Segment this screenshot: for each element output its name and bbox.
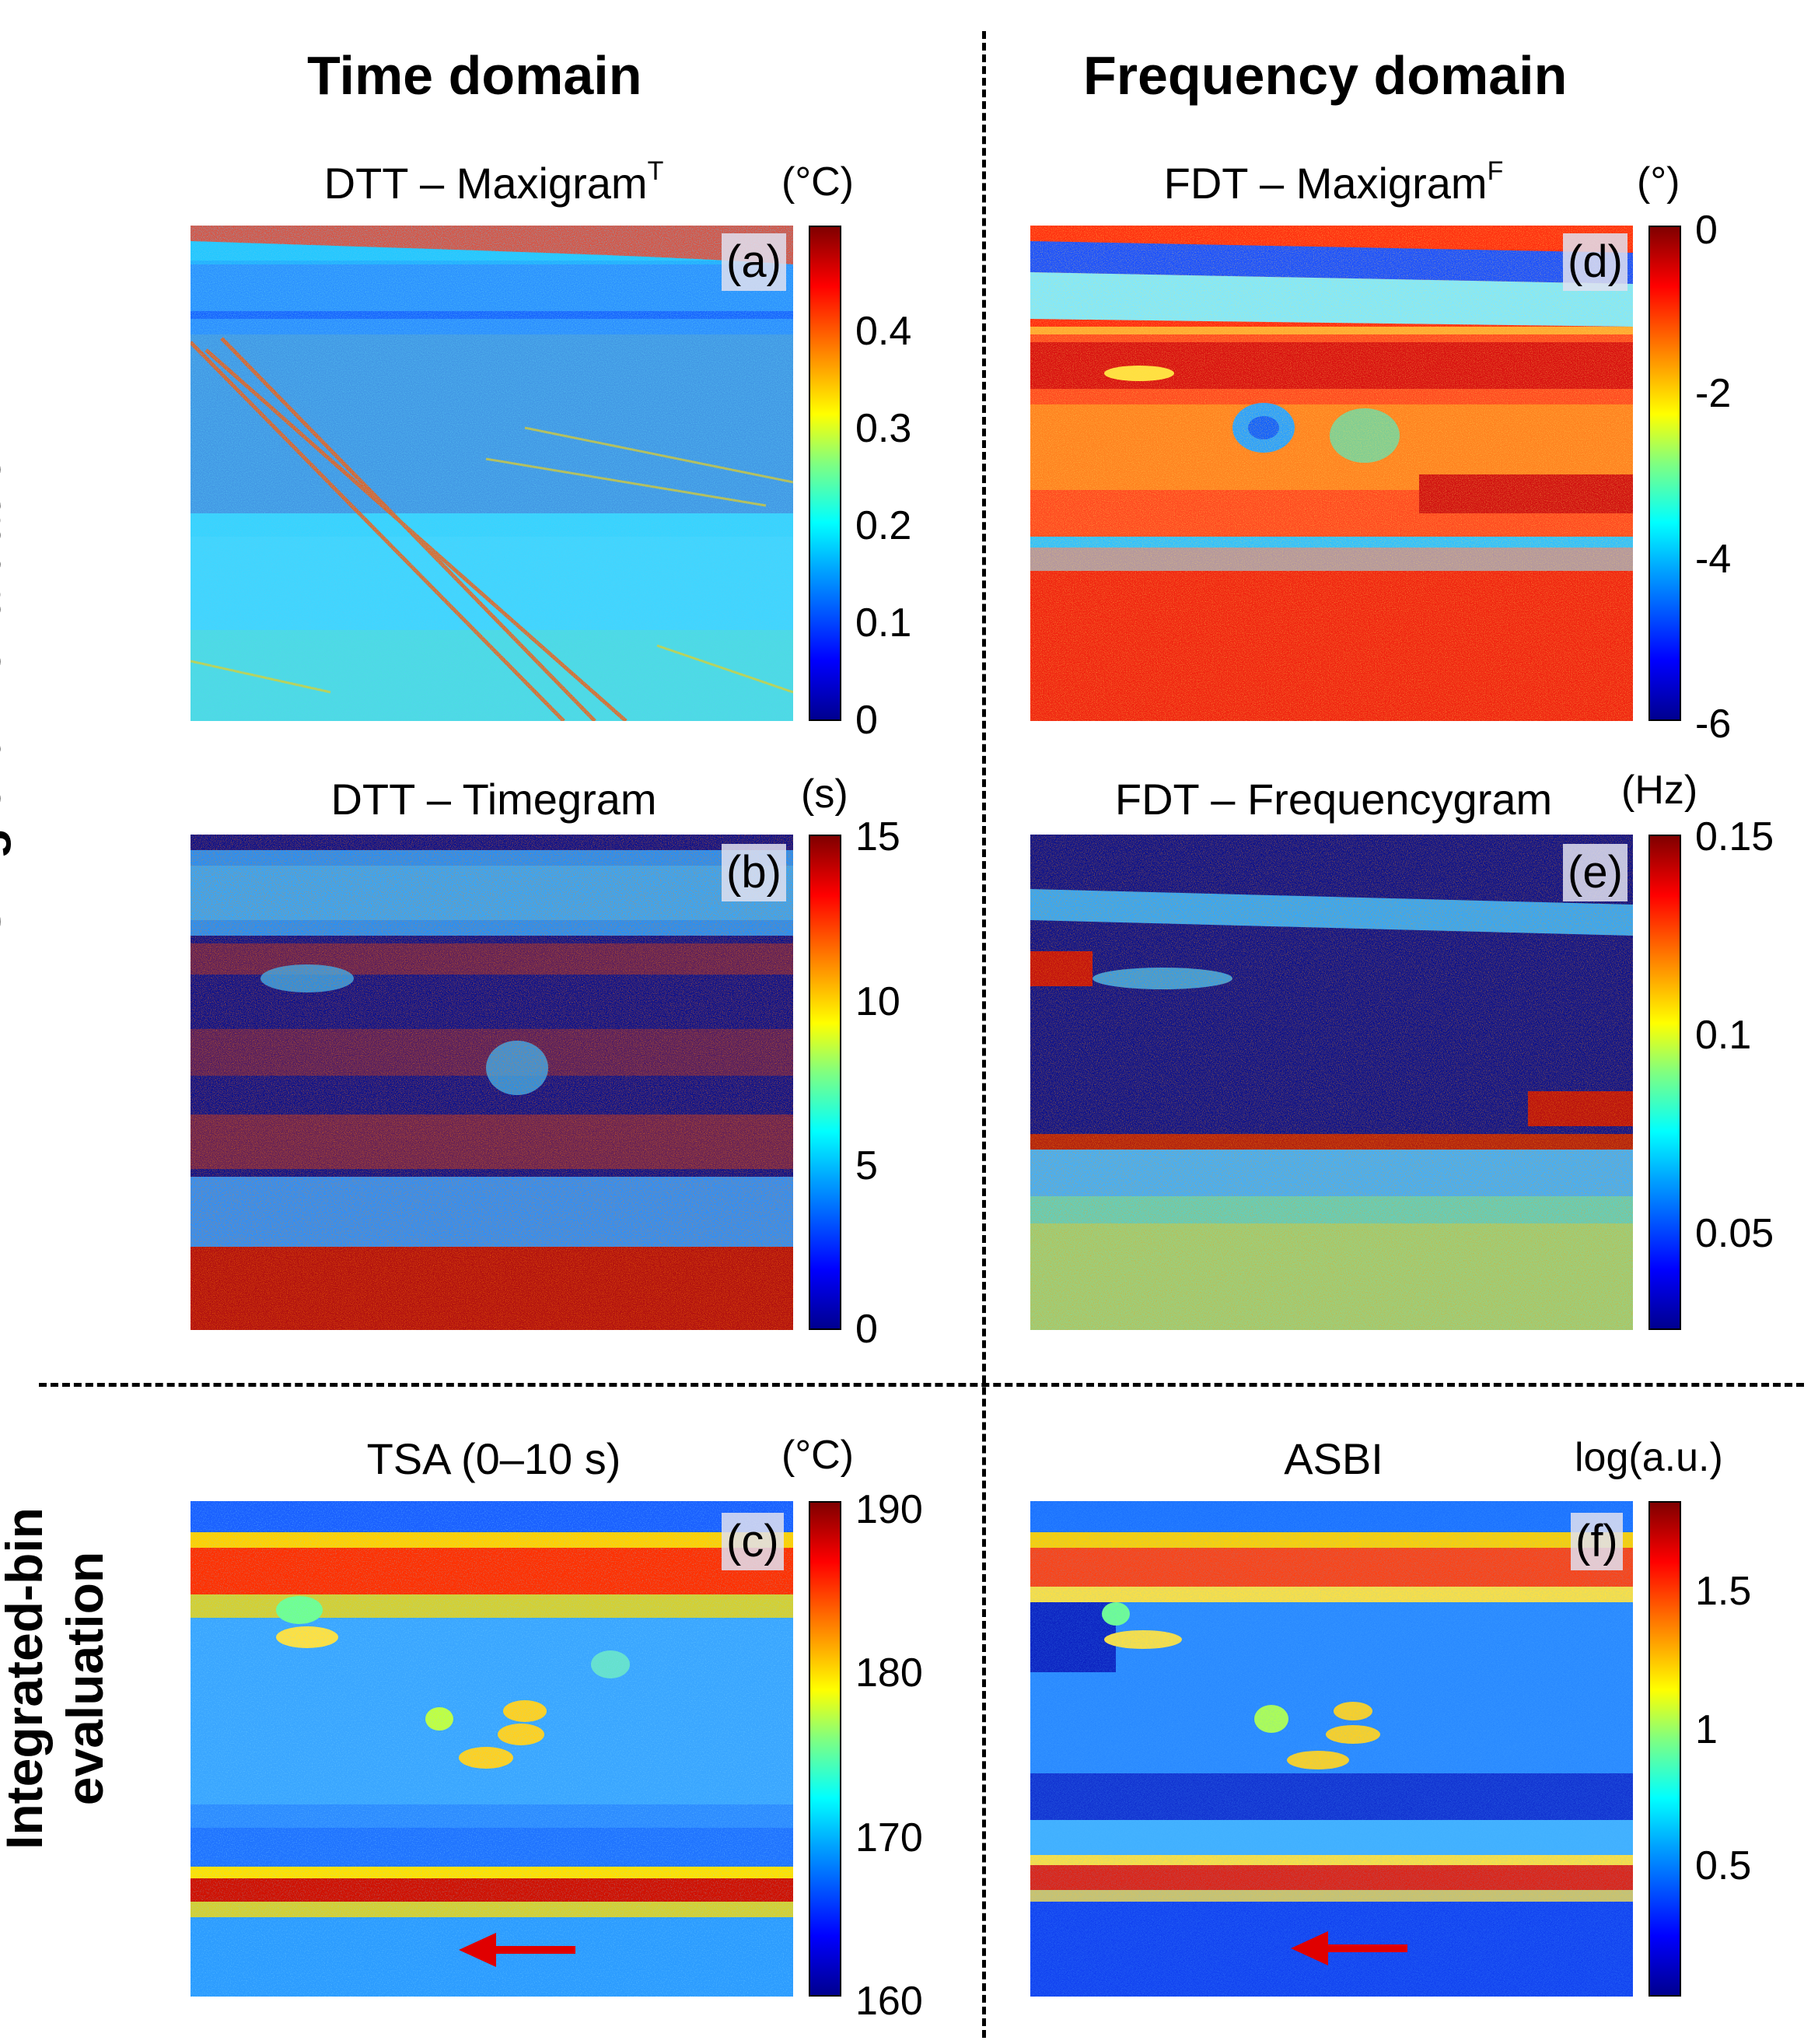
panel-a-tick: 0.2 bbox=[855, 503, 912, 548]
panel-f-tick: 0.5 bbox=[1695, 1843, 1752, 1888]
panel-a-tick: 0.3 bbox=[855, 406, 912, 451]
panel-e-tick: 0.15 bbox=[1695, 814, 1774, 859]
panel-c-arrow bbox=[459, 1933, 583, 1967]
panel-a-image bbox=[191, 226, 793, 721]
panel-b-label: (b) bbox=[722, 844, 786, 901]
panel-f-label: (f) bbox=[1571, 1513, 1623, 1570]
row-label-integrated-line1: Integrated-bin bbox=[0, 1507, 53, 1850]
panel-c-tick: 160 bbox=[855, 1979, 923, 2024]
panel-f-tick: 1 bbox=[1695, 1707, 1718, 1752]
panel-f-title-text: ASBI bbox=[1284, 1434, 1383, 1483]
panel-f-title: ASBI bbox=[1030, 1437, 1637, 1481]
panel-e-title-text: FDT – Frequencygram bbox=[1114, 775, 1553, 824]
panel-a-title-text: DTT – Maxigram bbox=[323, 159, 648, 208]
panel-c-image bbox=[191, 1501, 793, 1997]
panel-f-image bbox=[1030, 1501, 1633, 1997]
panel-c-label: (c) bbox=[722, 1513, 784, 1570]
panel-f-unit: log(a.u.) bbox=[1575, 1435, 1723, 1480]
panel-d-image bbox=[1030, 226, 1633, 721]
panel-c-title: TSA (0–10 s) bbox=[191, 1437, 797, 1481]
panel-a-title: DTT – MaxigramT bbox=[191, 158, 797, 208]
panel-c-tick: 170 bbox=[855, 1815, 923, 1860]
panel-d-tick: -2 bbox=[1695, 371, 1732, 416]
panel-d-title: FDT – MaxigramF bbox=[1030, 158, 1637, 208]
row-label-integrated-line2: evaluation bbox=[56, 1551, 114, 1806]
panel-b-title: DTT – Timegram bbox=[191, 778, 797, 821]
panel-b-tick: 15 bbox=[855, 814, 900, 859]
panel-d-title-sup: F bbox=[1487, 156, 1504, 186]
panel-d-unit: (°) bbox=[1637, 159, 1680, 205]
column-header-frequency: Frequency domain bbox=[1083, 45, 1568, 106]
panel-e-unit: (Hz) bbox=[1621, 768, 1698, 813]
panel-b-tick: 0 bbox=[855, 1307, 878, 1352]
row-label-single-bin: Single-bin evaluation bbox=[0, 422, 12, 939]
panel-a-title-sup: T bbox=[647, 156, 664, 186]
panel-e-tick: 0.1 bbox=[1695, 1013, 1752, 1058]
panel-d-colorbar bbox=[1648, 226, 1681, 721]
row-label-single-text: Single-bin evaluation bbox=[0, 422, 11, 939]
panel-d-tick: -6 bbox=[1695, 702, 1732, 747]
panel-d-title-text: FDT – Maxigram bbox=[1163, 159, 1488, 208]
panel-e-label: (e) bbox=[1563, 844, 1627, 901]
panel-e-tick: 0.05 bbox=[1695, 1211, 1774, 1256]
horizontal-divider bbox=[39, 1383, 1804, 1387]
panel-c-title-text: TSA (0–10 s) bbox=[366, 1434, 621, 1483]
panel-b-unit: (s) bbox=[801, 772, 848, 817]
panel-b-image bbox=[191, 835, 793, 1330]
vertical-divider bbox=[982, 31, 986, 2038]
panel-a-label: (a) bbox=[722, 233, 786, 291]
panel-a-tick: 0.1 bbox=[855, 600, 912, 646]
panel-a-tick: 0.4 bbox=[855, 309, 912, 354]
panel-f-arrow bbox=[1291, 1931, 1415, 1965]
row-label-integrated-bin: Integrated-bin evaluation bbox=[0, 1461, 115, 1896]
column-header-time: Time domain bbox=[307, 45, 642, 106]
panel-c-tick: 190 bbox=[855, 1487, 923, 1532]
panel-f-tick: 1.5 bbox=[1695, 1569, 1752, 1614]
panel-d-tick: 0 bbox=[1695, 208, 1718, 253]
panel-b-colorbar bbox=[809, 835, 841, 1330]
panel-b-tick: 5 bbox=[855, 1143, 878, 1188]
panel-e-title: FDT – Frequencygram bbox=[1030, 778, 1637, 821]
panel-d-label: (d) bbox=[1563, 233, 1627, 291]
panel-d-tick: -4 bbox=[1695, 537, 1732, 582]
panel-f-colorbar bbox=[1648, 1501, 1681, 1997]
panel-c-colorbar bbox=[809, 1501, 841, 1997]
panel-b-title-text: DTT – Timegram bbox=[330, 775, 657, 824]
panel-a-colorbar bbox=[809, 226, 841, 721]
panel-e-image bbox=[1030, 835, 1633, 1330]
panel-b-tick: 10 bbox=[855, 979, 900, 1024]
panel-c-unit: (°C) bbox=[781, 1433, 854, 1478]
panel-a-tick: 0 bbox=[855, 698, 878, 743]
panel-c-tick: 180 bbox=[855, 1650, 923, 1696]
panel-e-colorbar bbox=[1648, 835, 1681, 1330]
panel-a-unit: (°C) bbox=[781, 159, 854, 205]
